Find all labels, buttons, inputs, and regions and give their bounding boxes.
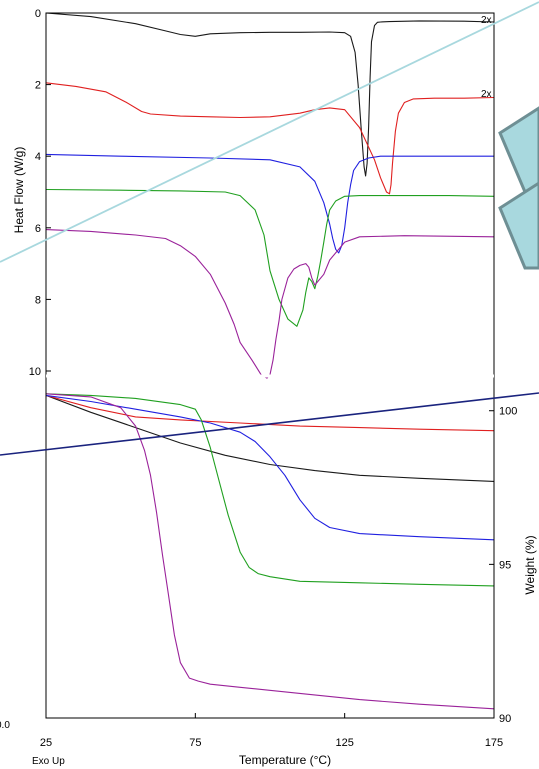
x-tick-label: 125 [335,737,353,749]
dsc-y-tick-label: 2 [35,80,41,92]
tga-y-tick-label: 90 [499,713,511,725]
tga-green-series-line [45,393,495,587]
x-axis-label: Temperature (°C) [239,753,331,767]
dsc-black-series-line [45,12,495,177]
tga-y-axis-label: Weight (%) [523,535,537,594]
x-tick-label: 175 [485,737,503,749]
tga-red-series-line [45,394,495,432]
teal-box-upper [498,106,539,194]
dsc-purple-series-line [45,229,495,379]
dsc-y-tick-label: 10 [29,366,41,378]
tga-blue-series-line [45,394,495,541]
teal-box-lower [498,181,539,270]
dsc-y-tick-label: 6 [35,223,41,235]
dsc-blue-series-line [45,153,494,254]
dsc-red-series-line [45,82,495,195]
edge-value-label: 0.0 [0,720,10,731]
tga-black-series-line [45,394,495,482]
plot-frame [45,12,495,719]
red-curve-scale-annotation: 2x [481,89,492,100]
tga-panel [45,393,495,710]
dsc-y-tick-label: 8 [35,294,41,306]
dsc-y-tick-label: 4 [35,151,41,163]
tga-y-tick-label: 95 [499,559,511,571]
axis-ticks: 0 2 4 6 8 10 90 95 100 25 75 125 175 [29,8,518,749]
navy-diagonal-line [0,392,539,456]
tga-y-tick-label: 100 [499,406,517,418]
dsc-green-series-line [45,188,495,327]
dsc-y-axis-label: Heat Flow (W/g) [12,147,26,234]
x-tick-label: 75 [189,737,201,749]
overlay-decorations [0,1,539,456]
black-curve-scale-annotation: 2x [481,15,492,26]
dsc-panel [45,12,495,379]
exo-up-label: Exo Up [32,756,65,767]
dsc-y-tick-label: 0 [35,8,41,20]
tga-purple-series-line [45,393,495,710]
x-tick-label: 25 [40,737,52,749]
cyan-diagonal-line [0,1,539,263]
